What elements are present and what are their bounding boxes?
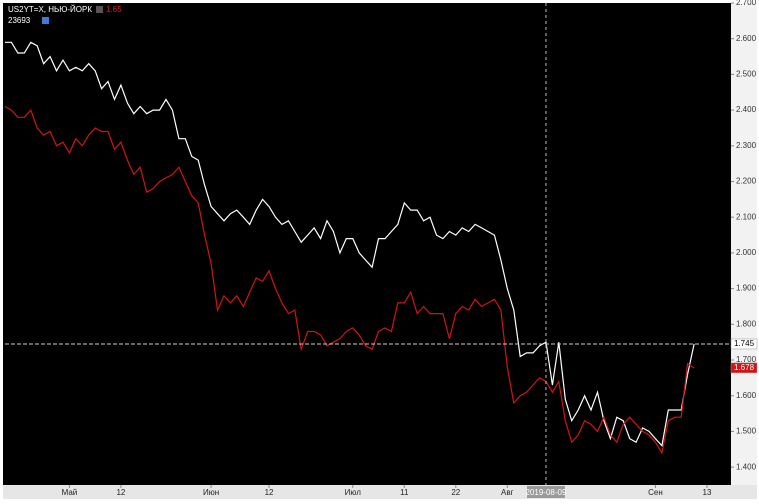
x-tick-label: Июл bbox=[345, 488, 362, 497]
x-tick-label: Май bbox=[62, 488, 78, 497]
x-tick-label: Сен bbox=[648, 488, 663, 497]
x-tick-label: Авг bbox=[501, 488, 514, 497]
plot-area bbox=[3, 3, 731, 485]
x-tick-label: 13 bbox=[703, 488, 712, 497]
y-tick-label: 2.400 bbox=[736, 105, 757, 114]
y-tick-label: 1.500 bbox=[736, 427, 757, 436]
header: US2YT=X, НЬЮ-ЙОРК 1.65 23693 bbox=[8, 5, 122, 25]
y-tick-label: 2.700 bbox=[736, 0, 757, 7]
x-tick-label: 12 bbox=[265, 488, 274, 497]
series-name: US2YT=X, НЬЮ-ЙОРК bbox=[8, 5, 92, 14]
crosshair-label-bg bbox=[526, 486, 565, 498]
series-line bbox=[5, 41, 695, 447]
y-tick-label: 2.300 bbox=[736, 141, 757, 150]
x-tick-label: 12 bbox=[116, 488, 125, 497]
y-tick-label: 1.400 bbox=[736, 462, 757, 471]
y-tick-label: 2.000 bbox=[736, 248, 757, 257]
y-tick-label: 1.700 bbox=[736, 355, 757, 364]
y-tick-label: 1.600 bbox=[736, 391, 757, 400]
icon[interactable] bbox=[95, 6, 103, 13]
crosshair-label: 2019-08-09 bbox=[525, 488, 566, 497]
y-axis-area bbox=[731, 3, 757, 485]
y-tick-label: 1.800 bbox=[736, 319, 757, 328]
x-axis-area bbox=[3, 485, 757, 499]
y-tick-label: 2.500 bbox=[736, 70, 757, 79]
series-line bbox=[4, 105, 695, 455]
y-tick-label: 2.100 bbox=[736, 212, 757, 221]
y-tick-label: 2.600 bbox=[736, 34, 757, 43]
icon[interactable] bbox=[42, 17, 49, 24]
plot bbox=[4, 3, 731, 485]
x-tick-label: 11 bbox=[400, 488, 409, 497]
y-tick-label: 1.900 bbox=[736, 284, 757, 293]
x-tick-label: Июн bbox=[203, 488, 219, 497]
header-value: 1.65 bbox=[106, 5, 122, 14]
price-tag bbox=[730, 338, 758, 350]
y-tick-label: 2.200 bbox=[736, 177, 757, 186]
series-name: 23693 bbox=[8, 16, 31, 25]
price-tag bbox=[730, 362, 758, 374]
price-tag-label: 1.678 bbox=[734, 363, 755, 372]
x-tick-label: 22 bbox=[451, 488, 460, 497]
price-tag-label: 1.745 bbox=[734, 339, 755, 348]
